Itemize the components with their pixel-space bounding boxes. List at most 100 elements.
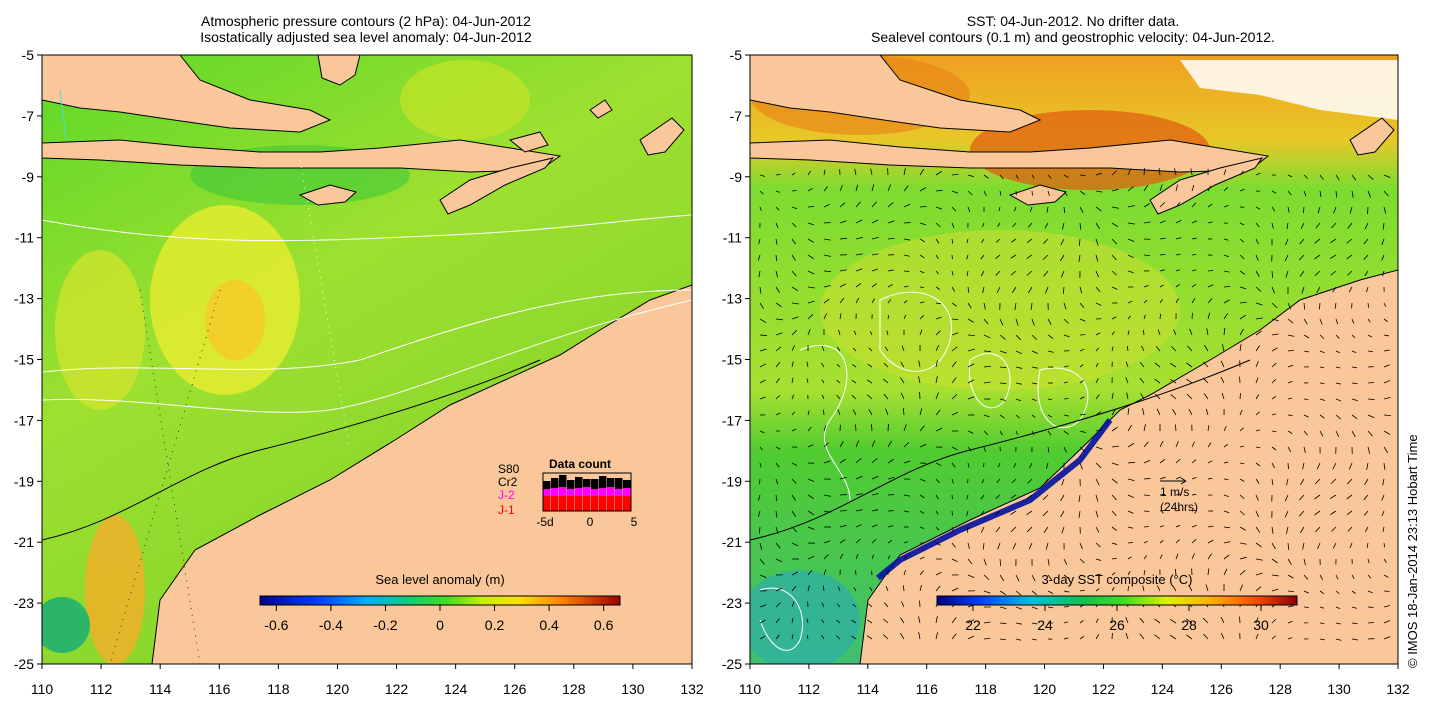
velocity-vector bbox=[935, 542, 941, 546]
velocity-vector bbox=[903, 494, 910, 497]
velocity-vector bbox=[1367, 558, 1370, 564]
velocity-vector bbox=[1207, 539, 1214, 544]
velocity-vector bbox=[1223, 299, 1230, 304]
velocity-vector bbox=[1095, 588, 1100, 592]
velocity-vector bbox=[1364, 270, 1369, 277]
velocity-vector bbox=[807, 286, 815, 289]
velocity-vector bbox=[1015, 398, 1022, 402]
velocity-vector bbox=[967, 174, 975, 178]
legend-j2: J-2 bbox=[498, 488, 515, 502]
velocity-vector bbox=[919, 526, 924, 529]
velocity-vector bbox=[1031, 318, 1035, 326]
velocity-vector bbox=[836, 394, 841, 400]
velocity-vector bbox=[1255, 206, 1261, 210]
velocity-vector bbox=[1030, 302, 1033, 310]
velocity-vector bbox=[823, 494, 831, 497]
velocity-vector bbox=[1271, 588, 1279, 592]
velocity-vector bbox=[967, 379, 975, 384]
velocity-vector bbox=[1330, 510, 1337, 515]
velocity-vector bbox=[1079, 396, 1085, 400]
velocity-vector bbox=[1111, 526, 1117, 531]
velocity-vector bbox=[1111, 222, 1119, 228]
velocity-vector bbox=[851, 619, 857, 624]
velocity-vector bbox=[935, 254, 939, 260]
y-tick-label: -7 bbox=[22, 108, 35, 124]
velocity-vector bbox=[791, 222, 797, 228]
velocity-vector bbox=[1239, 556, 1247, 560]
velocity-vector bbox=[1287, 364, 1294, 368]
velocity-vector bbox=[1319, 430, 1324, 437]
colorbar-tick-label: -0.4 bbox=[319, 617, 343, 633]
velocity-vector bbox=[1271, 558, 1278, 564]
velocity-vector bbox=[1223, 238, 1229, 241]
velocity-vector bbox=[902, 585, 905, 592]
velocity-vector bbox=[823, 169, 826, 176]
velocity-vector bbox=[1303, 190, 1307, 197]
velocity-vector bbox=[1367, 302, 1370, 308]
velocity-vector bbox=[1329, 494, 1337, 500]
velocity-vector bbox=[983, 302, 986, 310]
left-map bbox=[42, 55, 692, 664]
velocity-vector bbox=[1207, 553, 1213, 560]
velocity-vector bbox=[935, 376, 938, 384]
velocity-vector bbox=[1319, 174, 1324, 180]
velocity-vector bbox=[1031, 574, 1036, 582]
velocity-vector bbox=[791, 542, 799, 547]
velocity-vector bbox=[951, 526, 954, 532]
velocity-key-arrowhead bbox=[1180, 477, 1187, 485]
velocity-vector bbox=[807, 270, 815, 275]
velocity-vector bbox=[869, 586, 873, 592]
velocity-vector bbox=[1271, 413, 1277, 416]
velocity-vector bbox=[1331, 526, 1337, 532]
velocity-vector bbox=[1351, 318, 1355, 324]
velocity-vector bbox=[1287, 380, 1293, 384]
velocity-vector bbox=[1319, 398, 1325, 401]
velocity-vector bbox=[806, 361, 809, 368]
velocity-vector bbox=[1095, 302, 1102, 306]
velocity-vector bbox=[966, 510, 969, 517]
velocity-vector bbox=[1127, 254, 1134, 259]
bar-j2 bbox=[575, 488, 583, 496]
velocity-vector bbox=[1012, 542, 1017, 550]
velocity-vector bbox=[1015, 430, 1019, 435]
velocity-vector bbox=[1079, 302, 1085, 309]
velocity-vector bbox=[791, 316, 799, 320]
velocity-vector bbox=[1095, 510, 1099, 518]
velocity-vector bbox=[1271, 430, 1277, 433]
velocity-vector bbox=[1301, 286, 1305, 294]
velocity-vector bbox=[999, 414, 1005, 419]
velocity-vector bbox=[1255, 429, 1261, 432]
velocity-vector bbox=[883, 393, 889, 400]
velocity-vectors bbox=[757, 168, 1391, 641]
velocity-vector bbox=[791, 345, 795, 352]
velocity-vector bbox=[1159, 539, 1164, 544]
velocity-vector bbox=[1047, 398, 1053, 401]
velocity-vector bbox=[999, 558, 1002, 566]
bar-j2 bbox=[607, 487, 615, 496]
velocity-vector bbox=[887, 440, 892, 448]
velocity-vector bbox=[1271, 270, 1274, 278]
left-panel: Atmospheric pressure contours (2 hPa): 0… bbox=[14, 13, 704, 697]
velocity-vector bbox=[775, 602, 781, 608]
velocity-vector bbox=[838, 329, 841, 336]
timor-island bbox=[439, 157, 555, 215]
velocity-vector bbox=[1207, 284, 1214, 288]
velocity-vector bbox=[1287, 302, 1292, 310]
velocity-vector bbox=[1061, 478, 1065, 486]
colorbar-tick-label: 30 bbox=[1253, 617, 1269, 633]
bar-j1 bbox=[607, 496, 615, 511]
velocity-vector bbox=[1239, 542, 1247, 545]
velocity-vector bbox=[1159, 220, 1166, 224]
velocity-vector bbox=[853, 587, 857, 592]
velocity-vector bbox=[951, 393, 958, 400]
velocity-vector bbox=[1175, 440, 1179, 448]
velocity-vector bbox=[1239, 344, 1242, 352]
velocity-vector bbox=[1255, 617, 1259, 624]
bar-cr2 bbox=[615, 478, 623, 489]
velocity-vector bbox=[1287, 174, 1293, 178]
velocity-vector bbox=[807, 444, 814, 448]
velocity-vector bbox=[1139, 617, 1145, 624]
velocity-vector bbox=[823, 298, 830, 304]
contour-line bbox=[42, 214, 692, 242]
colorbar-tick-label: 26 bbox=[1109, 617, 1125, 633]
